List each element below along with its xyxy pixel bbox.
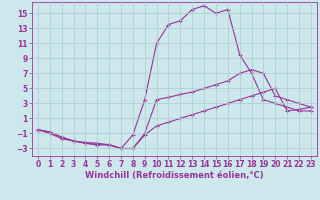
X-axis label: Windchill (Refroidissement éolien,°C): Windchill (Refroidissement éolien,°C): [85, 171, 264, 180]
